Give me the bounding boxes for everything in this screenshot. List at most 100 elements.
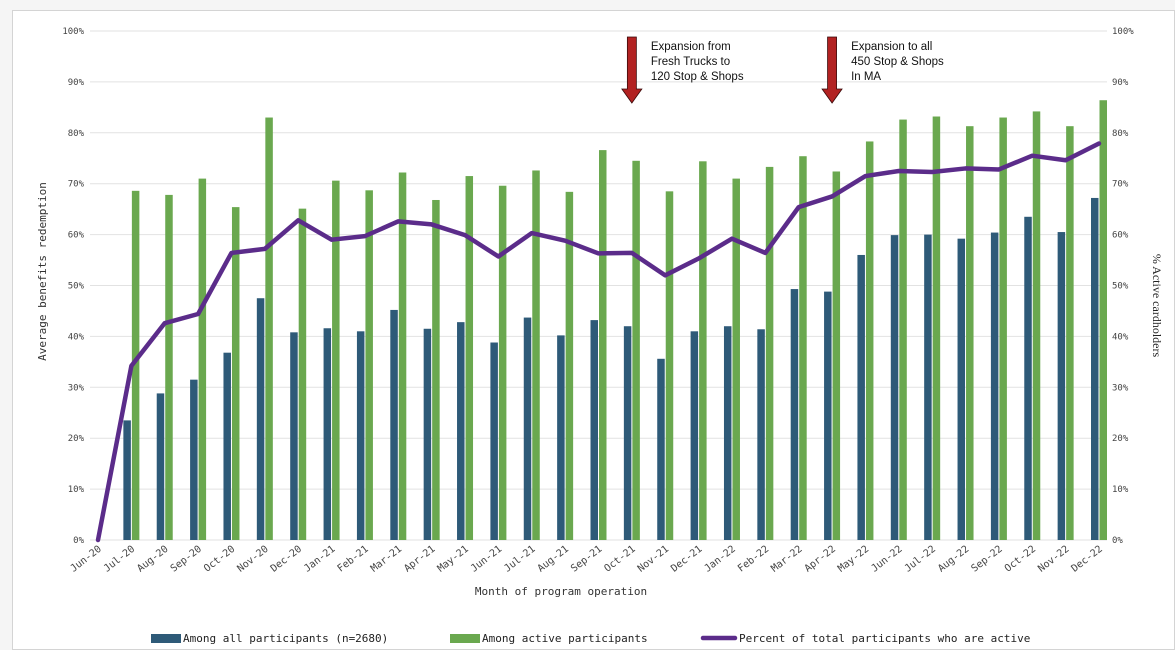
x-tick-label: Dec-20 — [269, 544, 304, 575]
x-tick-label: Nov-20 — [235, 544, 270, 575]
annotation-arrow — [821, 36, 843, 104]
legend-label: Percent of total participants who are ac… — [739, 632, 1030, 645]
x-tick-label: Jul-21 — [502, 544, 537, 575]
y-tick-label: 60% — [68, 231, 85, 241]
annotation-text: 450 Stop & Shops — [851, 56, 944, 68]
bar-active-participants — [265, 117, 273, 540]
bar-active-participants — [1099, 100, 1107, 540]
legend-label: Among active participants — [482, 632, 648, 645]
legend-swatch — [450, 634, 480, 643]
bar-active-participants — [599, 150, 607, 540]
y-tick-label: 0% — [73, 536, 84, 546]
annotation-text: In MA — [851, 71, 881, 83]
annotation-arrow — [621, 36, 643, 104]
bar-active-participants — [665, 191, 674, 540]
y-tick-label-right: 70% — [1112, 180, 1129, 190]
chart-frame: 0% 10% 20% 30% 40% 50% 60% 70% 80% 90% 100% 0% 10% 2… — [12, 10, 1175, 650]
bar-all-participants — [590, 320, 598, 540]
bar-all-participants — [123, 420, 131, 540]
bar-active-participants — [632, 160, 640, 541]
x-axis-ticks: Jun-20Jul-20Aug-20Sep-20Oct-20Nov-20Dec-… — [69, 544, 1105, 575]
bar-active-participants — [365, 190, 373, 540]
bar-all-participants — [1057, 232, 1066, 540]
bar-all-participants — [323, 328, 332, 540]
bar-all-participants — [924, 234, 932, 540]
bar-all-participants — [423, 328, 432, 540]
bar-active-participants — [1066, 126, 1074, 541]
bar-all-participants — [256, 298, 265, 540]
legend-label: Among all participants (n=2680) — [183, 632, 388, 645]
bar-all-participants — [623, 326, 632, 540]
x-tick-label: May-21 — [436, 544, 471, 575]
x-tick-label: Jun-20 — [69, 544, 104, 575]
y-tick-label: 80% — [68, 129, 85, 139]
annotations: Expansion from Fresh Trucks to 120 Stop & … — [621, 36, 944, 104]
line-series — [95, 141, 1102, 543]
bar-all-participants — [457, 322, 465, 540]
y-axis-right-title: % Active cardholders — [1150, 254, 1164, 358]
bar-active-participants — [966, 126, 974, 541]
bar-active-participants — [231, 207, 240, 540]
y-axis-right-ticks: 0% 10% 20% 30% 40% 50% 60% 70% 80% 90% 100% — [1112, 27, 1134, 546]
x-tick-label: Mar-22 — [769, 544, 804, 575]
x-tick-label: Feb-21 — [336, 544, 371, 575]
bar-active-participants — [799, 156, 807, 541]
y-tick-label-right: 80% — [1112, 129, 1129, 139]
bar-active-participants — [899, 119, 907, 540]
annotation: Expansion to all 450 Stop & Shops In MA — [821, 36, 944, 104]
y-tick-label: 30% — [68, 383, 85, 393]
x-tick-label: Sep-21 — [569, 544, 604, 575]
x-tick-label: Jun-22 — [869, 544, 904, 575]
y-axis-title: Average benefits redemption — [36, 182, 49, 361]
x-tick-label: Nov-22 — [1036, 544, 1071, 575]
x-tick-label: Jan-22 — [703, 544, 738, 575]
bar-all-participants — [757, 329, 765, 540]
gridlines — [90, 30, 1107, 541]
bar-all-participants — [190, 379, 198, 540]
bar-active-participants — [932, 116, 941, 541]
bar-active-participants — [498, 185, 507, 540]
x-tick-label: Jul-20 — [102, 544, 137, 575]
bar-active-participants — [398, 172, 407, 540]
x-tick-label: Dec-21 — [669, 544, 704, 575]
legend-item: Percent of total participants who are ac… — [700, 632, 1030, 645]
x-tick-label: Oct-22 — [1003, 544, 1038, 575]
bar-active-participants — [465, 176, 474, 540]
line-active-percent — [95, 141, 1102, 543]
bar-all-participants — [990, 232, 999, 540]
bar-active-participants — [832, 171, 841, 540]
bar-all-participants — [356, 331, 365, 540]
bar-active-participants — [131, 190, 140, 541]
bar-active-participants — [332, 180, 340, 540]
bar-active-participants — [865, 141, 874, 540]
x-tick-label: Feb-22 — [736, 544, 771, 575]
y-tick-label: 20% — [68, 434, 85, 444]
bar-all-participants — [790, 289, 799, 540]
bar-all-participants — [723, 326, 732, 540]
x-tick-label: Oct-20 — [202, 544, 237, 575]
y-tick-label: 40% — [68, 332, 85, 342]
annotation-text: 120 Stop & Shops — [651, 71, 744, 83]
x-tick-label: Nov-21 — [636, 544, 671, 575]
bar-active-participants — [165, 194, 173, 540]
chart: 0% 10% 20% 30% 40% 50% 60% 70% 80% 90% 100% 0% 10% 2… — [36, 27, 1164, 645]
bar-all-participants — [890, 235, 899, 540]
bar-all-participants — [1091, 197, 1099, 540]
bar-active-participants — [1032, 111, 1041, 540]
y-axis-left-ticks: 0% 10% 20% 30% 40% 50% 60% 70% 80% 90% 100% — [62, 27, 84, 546]
y-tick-label-right: 100% — [1112, 27, 1134, 37]
bar-all-participants — [857, 254, 865, 540]
x-tick-label: Aug-20 — [135, 544, 170, 575]
bar-active-participants — [732, 178, 740, 541]
x-tick-label: Aug-21 — [536, 544, 571, 575]
x-tick-label: Mar-21 — [369, 544, 404, 575]
bar-active-participants — [565, 191, 574, 540]
bar-all-participants — [156, 393, 165, 540]
x-tick-label: Oct-21 — [602, 544, 637, 575]
bar-all-participants — [1024, 216, 1032, 540]
legend-item: Among active participants — [450, 632, 648, 645]
x-tick-label: Sep-22 — [970, 544, 1005, 575]
x-tick-label: Apr-22 — [803, 544, 838, 575]
bar-all-participants — [957, 238, 966, 540]
legend-swatch — [151, 634, 181, 643]
